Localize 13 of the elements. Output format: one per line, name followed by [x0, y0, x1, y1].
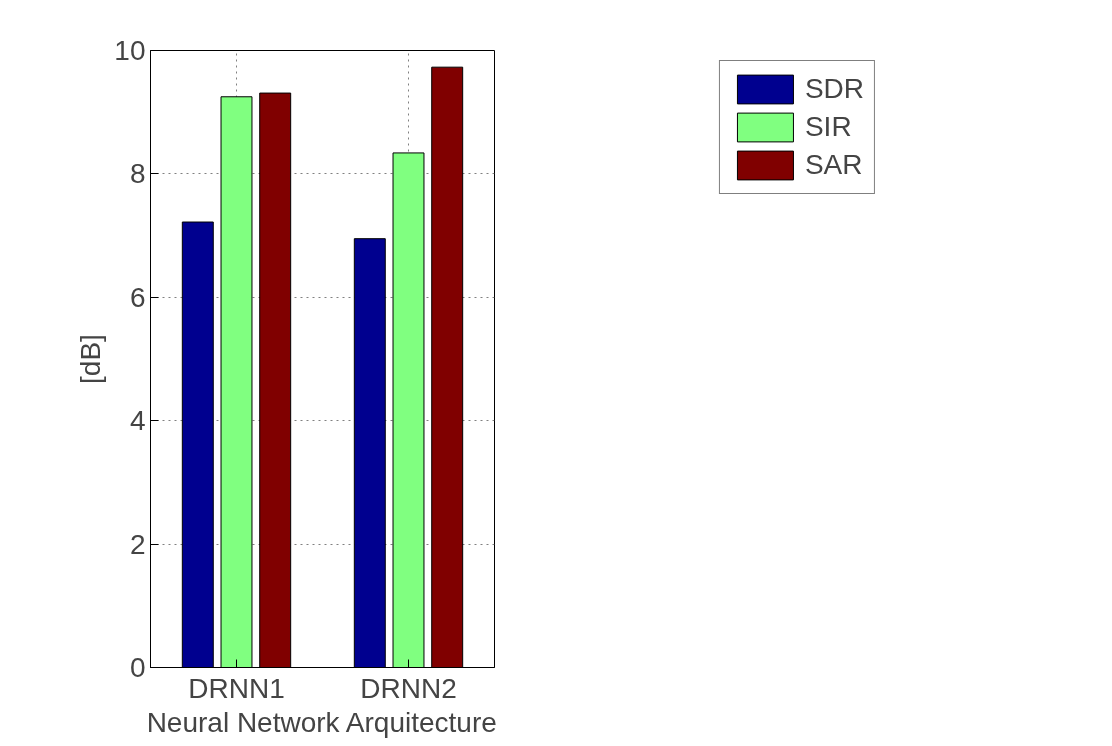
y-tick-label: 10	[114, 35, 146, 66]
x-axis-title: Neural Network Arquitecture	[146, 706, 497, 738]
y-tick-label: 2	[129, 528, 146, 560]
legend-label: SIR	[804, 111, 852, 143]
legend-label: SDR	[804, 73, 865, 105]
x-tick-label: DRNN1	[188, 672, 285, 704]
y-axis-title: [dB]	[75, 334, 107, 384]
legend-label: SAR	[804, 149, 863, 181]
y-tick-label: 6	[129, 281, 146, 313]
y-tick-label: 8	[129, 158, 146, 190]
y-tick-label: 0	[129, 652, 146, 683]
x-tick-label: DRNN2	[360, 672, 457, 704]
y-tick-label: 4	[129, 405, 146, 437]
